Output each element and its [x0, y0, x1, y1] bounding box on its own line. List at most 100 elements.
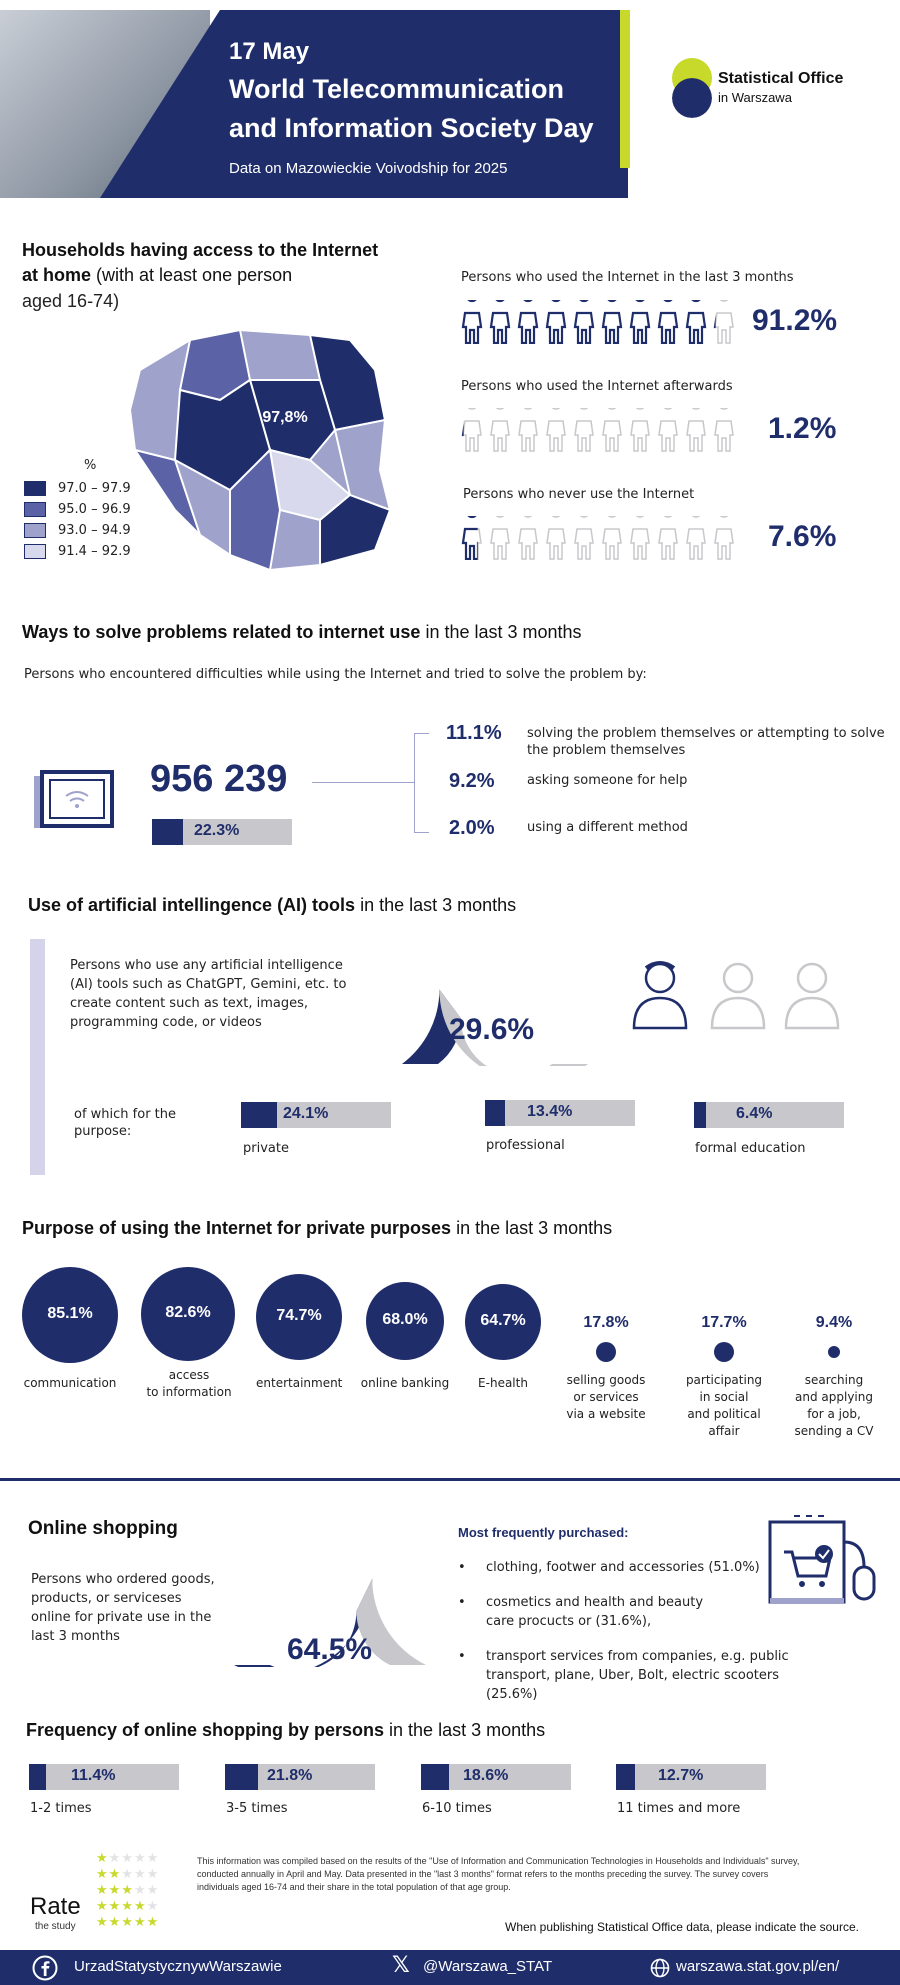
usage-value-1: 91.2%	[752, 304, 838, 337]
person-row	[461, 408, 735, 452]
person-icon	[545, 300, 567, 344]
person-icon	[630, 516, 650, 560]
person-icon	[461, 408, 482, 452]
person-icon	[657, 300, 679, 344]
purpose-label: communication	[23, 1376, 117, 1390]
star-row[interactable]: ★★★★★	[96, 1915, 159, 1931]
person-row	[461, 516, 735, 560]
shopping-value: 64.5%	[287, 1633, 373, 1666]
problems-share-bar: 22.3%	[152, 819, 292, 845]
x-link[interactable]: @Warszawa_STAT	[423, 1958, 553, 1975]
person-icon	[573, 300, 595, 344]
x-icon[interactable]: 𝕏	[392, 1953, 410, 1978]
purpose-circle	[596, 1342, 616, 1362]
ai-purpose-bar: 24.1%	[241, 1102, 391, 1128]
purpose-label: to information	[146, 1385, 232, 1399]
purpose-label: or services	[573, 1390, 639, 1404]
star-row[interactable]: ★★★★★	[96, 1851, 159, 1867]
bar-label: 24.1%	[283, 1105, 329, 1122]
most-purchased-item: • clothing, footwer and accessories (51.…	[458, 1558, 760, 1577]
person-icon	[461, 300, 483, 344]
facebook-icon[interactable]	[32, 1955, 58, 1981]
person-icon	[546, 408, 566, 452]
problems-intro: Persons who encountered difficulties whi…	[24, 667, 647, 682]
person-icon	[574, 516, 594, 560]
star-icon: ★	[133, 1899, 147, 1914]
header-date: 17 May	[229, 38, 310, 65]
bar-fill	[225, 1764, 258, 1790]
usage-value-3: 7.6%	[768, 520, 837, 553]
purpose-circle: 64.7%	[465, 1284, 541, 1360]
usage-label-3: Persons who never use the Internet	[463, 487, 695, 502]
problem-label-1: solving the problem themselves or attemp…	[527, 726, 885, 741]
star-icon: ★	[146, 1883, 160, 1898]
star-row[interactable]: ★★★★★	[96, 1883, 159, 1899]
rate-title[interactable]: Rate	[30, 1893, 81, 1920]
frequency-label: 1-2 times	[30, 1801, 92, 1816]
legend-swatch	[24, 544, 46, 559]
frequency-label: 6-10 times	[422, 1801, 492, 1816]
bar-fill	[29, 1764, 46, 1790]
tablet-wifi-icon	[34, 770, 114, 828]
shopping-description: Persons who ordered goods, products, or …	[31, 1570, 215, 1646]
ai-purpose-bar: 13.4%	[485, 1100, 635, 1126]
person-icon	[686, 408, 706, 452]
user-icon	[784, 962, 840, 1030]
globe-icon[interactable]	[650, 1958, 670, 1978]
star-icon: ★	[146, 1867, 160, 1882]
ai-value: 29.6%	[449, 1013, 535, 1046]
person-icon	[490, 516, 510, 560]
frequency-label: 11 times and more	[617, 1801, 741, 1816]
star-row[interactable]: ★★★★★	[96, 1867, 159, 1883]
most-purchased-line: care procucts or (31.6%),	[486, 1614, 652, 1629]
person-icon	[489, 300, 511, 344]
facebook-link[interactable]: UrzadStatystycznywWarszawie	[74, 1958, 282, 1975]
purpose-label: sending a CV	[794, 1424, 874, 1438]
bullet: •	[458, 1595, 466, 1610]
most-purchased-line: transport, plane, Uber, Bolt, electric s…	[486, 1668, 780, 1683]
purpose-item: 85.1% communication	[20, 1267, 120, 1392]
user-icon	[710, 962, 766, 1030]
star-icon: ★	[133, 1883, 147, 1898]
map-value: 97,8%	[262, 409, 307, 426]
logo-text-line2: in Warszawa	[718, 90, 792, 105]
bar-label: 13.4%	[527, 1103, 573, 1120]
header-accent-bar	[620, 10, 630, 168]
bar-label: 12.7%	[658, 1767, 704, 1784]
shopping-desc-line: products, or serviceses	[31, 1591, 182, 1606]
ai-side-bar	[30, 939, 45, 1175]
map-legend: 97.0 – 97.9 95.0 – 96.9 93.0 – 94.9 91.4…	[24, 478, 131, 562]
problem-value-1: 11.1%	[446, 722, 502, 744]
person-icon	[685, 300, 707, 344]
source-note: When publishing Statistical Office data,…	[505, 1920, 859, 1934]
star-icon: ★	[146, 1899, 160, 1914]
person-icon	[601, 300, 623, 344]
person-icon	[713, 300, 734, 344]
most-purchased-item: • transport services from companies, e.g…	[458, 1647, 789, 1704]
star-icon: ★	[96, 1851, 109, 1866]
bullet: •	[458, 1649, 466, 1664]
star-icon: ★	[133, 1867, 147, 1882]
legend-label: 93.0 – 94.9	[58, 523, 131, 538]
star-icon: ★	[121, 1899, 134, 1914]
star-row[interactable]: ★★★★★	[96, 1899, 159, 1915]
purpose-circle: 85.1%	[22, 1267, 118, 1363]
purpose-label: and political	[687, 1407, 761, 1421]
purpose-circle: 74.7%	[256, 1274, 342, 1360]
rating-stars[interactable]: ★★★★★ ★★★★★ ★★★★★ ★★★★★ ★★★★★	[96, 1851, 159, 1931]
most-purchased-line: transport services from companies, e.g. …	[486, 1649, 789, 1664]
ai-title: Use of artificial intellingence (AI) too…	[28, 895, 517, 915]
person-icon	[658, 408, 678, 452]
person-icon	[546, 516, 566, 560]
person-icon	[686, 516, 706, 560]
households-title-line3: aged 16-74)	[22, 291, 120, 311]
star-icon: ★	[108, 1851, 122, 1866]
legend-swatch	[24, 481, 46, 496]
website-link[interactable]: warszawa.stat.gov.pl/en/	[676, 1958, 840, 1975]
star-icon: ★	[146, 1851, 160, 1866]
star-icon: ★	[108, 1915, 122, 1930]
star-icon: ★	[108, 1899, 122, 1914]
problem-label-2: asking someone for help	[527, 773, 688, 788]
header-title-line1: World Telecommunication	[229, 74, 565, 104]
purpose-circle: 68.0%	[366, 1282, 444, 1360]
